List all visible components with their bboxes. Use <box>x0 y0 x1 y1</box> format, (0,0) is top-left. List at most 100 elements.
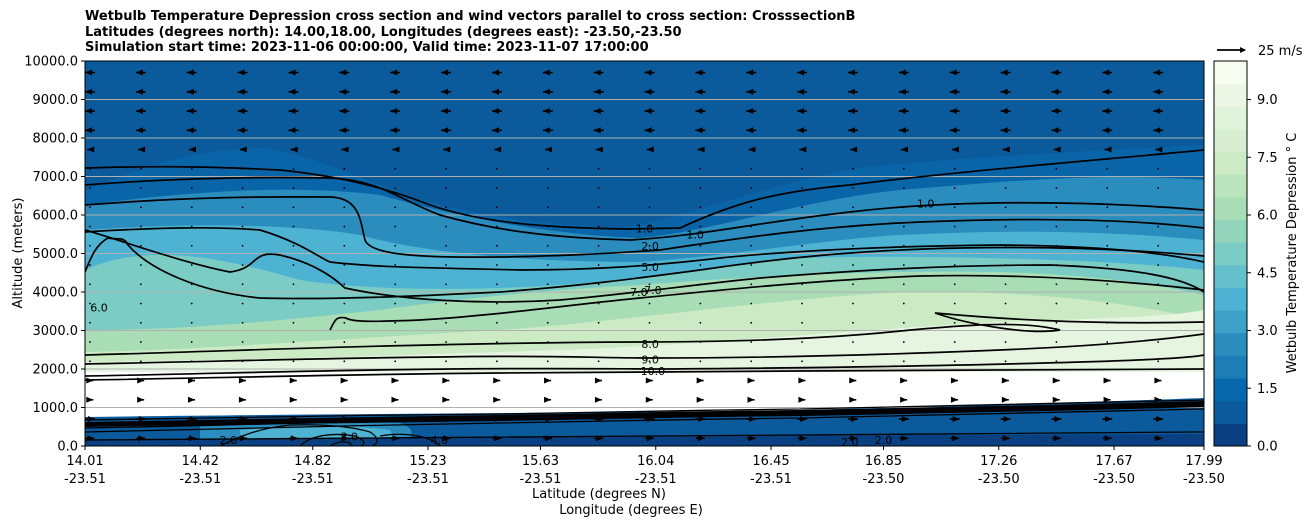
wind-vector-head <box>1102 127 1110 134</box>
wind-vector-calm <box>190 321 193 324</box>
wind-vector-calm <box>801 244 803 247</box>
wind-vector-calm <box>852 360 854 363</box>
x-tick-label-lon: -23.51 <box>292 472 334 487</box>
wind-vector-head <box>596 416 604 423</box>
wind-vector-head <box>186 108 194 115</box>
wind-vector-calm <box>241 206 244 209</box>
wind-vector-calm <box>801 302 803 305</box>
wind-vector-calm <box>546 187 549 189</box>
wind-vector-head <box>799 146 807 153</box>
wind-vector-calm <box>343 264 346 266</box>
wind-vector-head <box>494 416 502 423</box>
wind-vector-calm <box>801 360 803 363</box>
wind-vector-calm <box>902 167 905 170</box>
wind-vector-head <box>949 88 957 95</box>
wind-vector-calm <box>1004 167 1007 170</box>
wind-vector-head <box>1155 146 1163 153</box>
wind-vector-head <box>697 435 705 442</box>
wind-vector-head <box>1104 146 1112 153</box>
contour-label: 1.0 <box>917 197 935 210</box>
wind-vector-head <box>1102 88 1110 95</box>
wind-vector-calm <box>89 244 91 247</box>
wind-vector-calm <box>750 187 753 189</box>
contour-line-1a <box>85 165 681 230</box>
wind-vector-head <box>542 108 550 115</box>
wind-vector-head <box>290 435 298 442</box>
wind-vector-head <box>1001 396 1009 403</box>
contour-label: 6.0 <box>90 301 108 314</box>
colorbar-tick-label: 3.0 <box>1257 324 1278 339</box>
wind-vector-calm <box>953 283 956 286</box>
wind-vector-calm <box>1055 167 1058 170</box>
wind-vector-calm <box>597 187 600 189</box>
wind-vector-calm <box>445 187 447 189</box>
x-tick-label-lat: 15.23 <box>409 454 446 469</box>
wind-vector-calm <box>648 225 651 228</box>
wind-vector-calm <box>597 302 600 305</box>
wind-vector-calm <box>597 360 600 363</box>
y-axis-label: Altitude (meters) <box>11 198 26 309</box>
wind-vector-calm <box>801 206 803 209</box>
colorbar: 0.0 1.5 3.0 4.5 6.0 7.5 9.0 Wetbulb Temperatur… <box>1213 60 1300 455</box>
wind-vector-head <box>542 88 550 95</box>
colorbar-frame <box>1213 60 1248 447</box>
contour-line-10 <box>85 354 1204 377</box>
wind-vector-calm <box>343 302 346 305</box>
wind-vector-head <box>850 146 858 153</box>
wind-vector-calm <box>750 341 753 343</box>
wind-vector-head <box>797 88 805 95</box>
wind-vector-calm <box>1055 360 1058 363</box>
wind-vector-calm <box>1106 187 1109 189</box>
wind-vector-head <box>1155 435 1163 442</box>
wind-vector-head <box>443 146 451 153</box>
wind-vector-calm <box>241 302 244 305</box>
wind-vector-head <box>237 69 245 76</box>
wind-vector-calm <box>496 264 498 266</box>
x-tick-label-lat: 14.82 <box>294 454 331 469</box>
wind-vector-head <box>952 435 960 442</box>
wind-vector-calm <box>292 341 295 343</box>
wind-vector-head <box>798 396 806 403</box>
wind-vector-head <box>799 435 807 442</box>
wind-vector-calm <box>1157 225 1160 228</box>
wind-vector-head <box>695 88 703 95</box>
wind-vector-head <box>898 69 906 76</box>
wind-vector-calm <box>343 206 346 209</box>
wind-reference-label: 25 m/s <box>1258 44 1303 59</box>
wind-vector-head <box>747 396 755 403</box>
wind-vector-calm <box>597 341 600 343</box>
wind-vector-calm <box>394 302 397 305</box>
colorbar-tick-label: 7.5 <box>1257 151 1278 166</box>
contour-line-6 <box>85 229 1204 303</box>
wind-vector-calm <box>852 283 854 286</box>
wind-vector-calm <box>89 187 91 189</box>
wind-vector-head <box>900 377 908 384</box>
contour-label: 4.0 <box>431 434 449 447</box>
wind-vector-head <box>746 127 754 134</box>
wind-vector-head <box>696 396 704 403</box>
contour-line-3 <box>85 196 1204 259</box>
x-axis-label-lat: Latitude (degrees N) <box>532 487 666 502</box>
wind-vector-calm <box>292 187 295 189</box>
wind-vector-calm <box>1055 283 1058 286</box>
wind-vector-head <box>695 108 703 115</box>
wind-vector-calm <box>699 225 702 228</box>
wind-vector-head <box>491 127 499 134</box>
wind-vector-head <box>291 416 299 423</box>
wind-vector-calm <box>1004 360 1007 363</box>
wind-vector-calm <box>953 206 956 209</box>
wind-vector-calm <box>597 283 600 286</box>
wind-vector-calm <box>1004 341 1007 343</box>
contour-label: 10.0 <box>641 365 666 378</box>
colorbar-tick-label: 4.5 <box>1257 266 1278 281</box>
wind-vector-calm <box>190 244 193 247</box>
wind-vector-head <box>86 396 94 403</box>
wind-vector-calm <box>852 187 854 189</box>
wind-vector-head <box>443 435 451 442</box>
wind-vector-head <box>441 108 449 115</box>
wind-vector-head <box>695 127 703 134</box>
wind-vector-calm <box>1157 187 1160 189</box>
wind-vector-head <box>898 108 906 115</box>
x-tick-label-lat: 17.99 <box>1185 454 1222 469</box>
wind-vector-calm <box>292 225 295 228</box>
